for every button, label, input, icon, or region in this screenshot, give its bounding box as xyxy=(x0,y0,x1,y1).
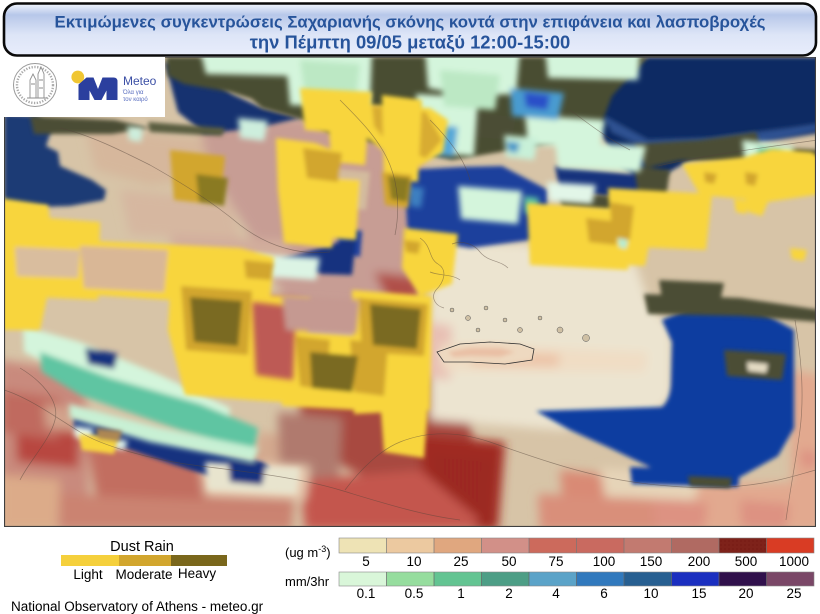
svg-text:500: 500 xyxy=(735,554,758,569)
svg-text:Moderate: Moderate xyxy=(115,567,172,582)
svg-text:4: 4 xyxy=(552,586,560,601)
svg-text:150: 150 xyxy=(640,554,663,569)
svg-text:Meteo: Meteo xyxy=(123,74,157,88)
svg-text:National Observatory of Athens: National Observatory of Athens - meteo.g… xyxy=(11,599,264,614)
svg-text:10: 10 xyxy=(406,554,421,569)
svg-text:τον καιρό: τον καιρό xyxy=(123,96,148,103)
svg-text:100: 100 xyxy=(593,554,616,569)
svg-text:20: 20 xyxy=(738,586,753,601)
svg-text:(ug m-3): (ug m-3) xyxy=(285,544,331,560)
svg-text:2: 2 xyxy=(505,586,513,601)
svg-text:mm/3hr: mm/3hr xyxy=(285,574,330,589)
svg-text:Εκτιμώμενες συγκεντρώσεις Σαχα: Εκτιμώμενες συγκεντρώσεις Σαχαριανής σκό… xyxy=(55,13,766,32)
svg-text:1: 1 xyxy=(457,586,465,601)
svg-text:5: 5 xyxy=(362,554,370,569)
svg-text:0.5: 0.5 xyxy=(405,586,424,601)
svg-text:0.1: 0.1 xyxy=(357,586,376,601)
svg-text:75: 75 xyxy=(548,554,563,569)
svg-text:Heavy: Heavy xyxy=(178,566,217,581)
svg-text:Dust Rain: Dust Rain xyxy=(110,539,174,555)
svg-text:Light: Light xyxy=(73,567,103,582)
svg-text:25: 25 xyxy=(786,586,801,601)
svg-text:50: 50 xyxy=(501,554,516,569)
svg-text:15: 15 xyxy=(691,586,706,601)
svg-text:1000: 1000 xyxy=(779,554,809,569)
svg-text:Όλα για: Όλα για xyxy=(122,90,144,96)
svg-text:200: 200 xyxy=(688,554,711,569)
svg-text:10: 10 xyxy=(643,586,658,601)
svg-text:25: 25 xyxy=(453,554,468,569)
svg-text:6: 6 xyxy=(600,586,608,601)
svg-text:την Πέμπτη 09/05 μεταξύ 12:00-: την Πέμπτη 09/05 μεταξύ 12:00-15:00 xyxy=(250,32,571,54)
